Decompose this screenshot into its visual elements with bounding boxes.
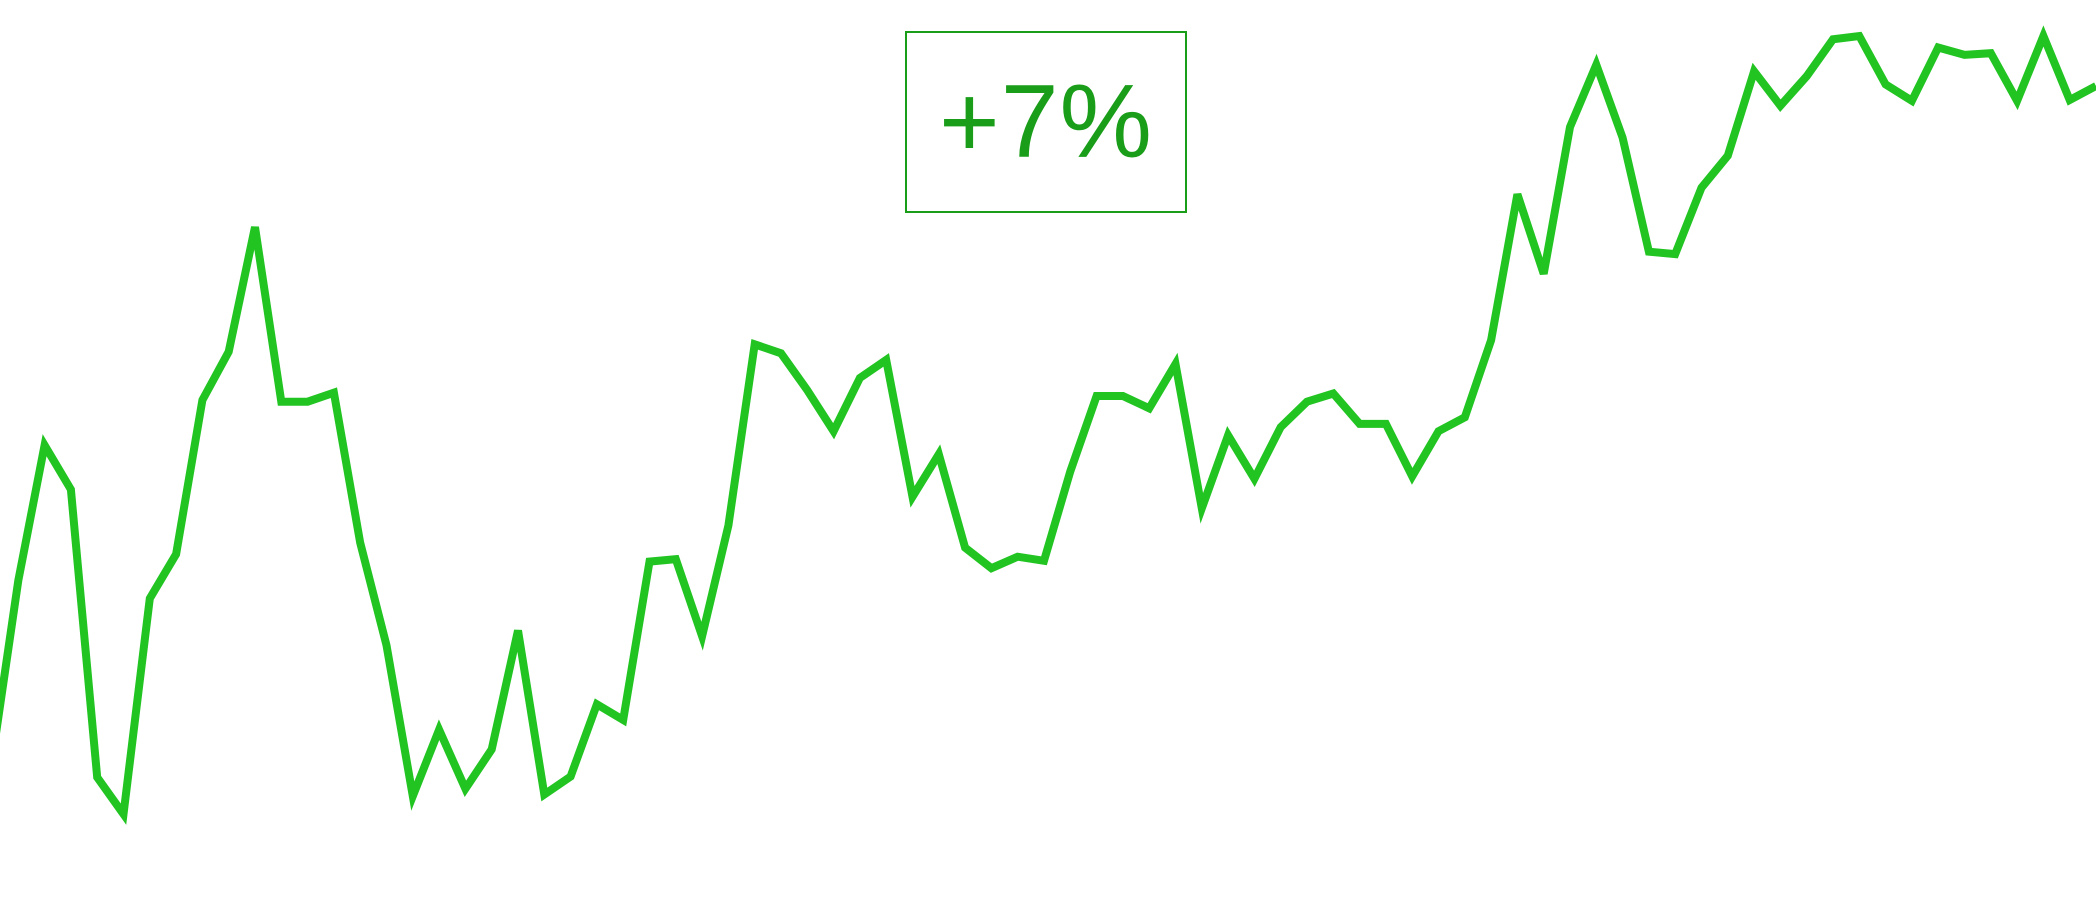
change-badge: +7% bbox=[905, 31, 1187, 213]
change-percent-label: +7% bbox=[938, 64, 1154, 180]
series-line-0 bbox=[0, 25, 2096, 825]
series-layer bbox=[0, 25, 2096, 825]
